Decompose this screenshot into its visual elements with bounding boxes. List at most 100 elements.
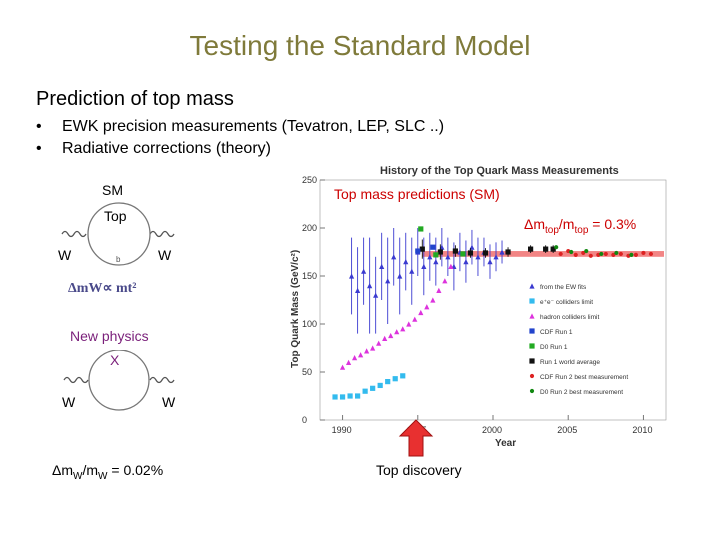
legend-marker [529,328,535,334]
sm-top-label: Top [104,208,127,224]
world-average-point [452,248,458,254]
bullet-icon: • [36,140,42,157]
cdf-run2-point [573,252,578,257]
ew-fit-point [385,278,391,284]
cdf-run2-point [648,251,654,256]
ew-fit-point [499,249,505,255]
new-physics-loop [88,350,150,411]
ew-fit-point [463,259,469,265]
hadron-limit-point [376,340,382,346]
cdf-run2-point [558,251,563,256]
mtop-precision: Δmtop/mtop = 0.3% [522,216,639,236]
legend-marker [529,373,535,379]
hadron-limit-point [394,329,400,335]
hadron-limit-point [339,364,346,370]
chart-title: History of the Top Quark Mass Measuremen… [380,165,619,177]
hadron-limit-point [424,304,430,310]
hadron-limit-point [400,326,406,332]
cdf-run2-point [588,253,593,258]
hadron-limit-point [406,321,412,327]
y-tick-label: 200 [302,223,317,233]
x-tick-label: 2000 [482,425,502,435]
np-w-right-label: W [162,394,176,410]
top-discovery-label: Top discovery [376,462,462,478]
ew-fit-point [493,254,499,260]
d0-run1-point [433,252,439,258]
ew-fit-point [397,273,403,279]
chart-legend: from the EW fits e⁺e⁻ colliders limit hadr… [529,283,628,396]
ew-fit-point [487,259,493,265]
new-physics-label: New physics [70,328,149,344]
slide-title: Testing the Standard Model [189,30,531,61]
sm-w-left-label: W [58,247,72,263]
hadron-limit-point [412,316,418,322]
y-tick-label: 100 [302,319,317,329]
sm-w-right-label: W [158,247,172,263]
new-physics-feynman-diagram [63,350,175,411]
bullet-icon: • [36,118,42,135]
w-boson-line-left [63,376,89,384]
hadron-limit-point [430,297,436,303]
top-mass-predictions-label: Top mass predictions (SM) [332,186,502,202]
hadron-limit-point [448,263,454,269]
cdf-run2-point [641,250,646,256]
d0-run2-point [599,251,604,256]
ee-limit-point [339,394,346,400]
cdf-run2-point [581,250,586,256]
y-tick-label: 150 [302,271,317,281]
x-tick-label: 2005 [557,425,577,435]
y-tick-label: 250 [302,175,317,185]
cdf-run2-point [611,252,616,257]
top-loop [87,202,151,266]
cdf-run1-point [430,244,436,250]
legend-entry: e⁺e⁻ colliders limit [540,299,593,306]
d0-run1-point [460,251,466,257]
ee-limit-point [377,382,383,389]
chart-background [270,158,670,458]
legend-marker [529,358,535,364]
d0-run2-point [554,245,559,250]
y-axis-label: Top Quark Mass (GeV/c²) [290,250,301,368]
hadron-limit-point [442,278,448,284]
ee-limit-point [362,388,368,394]
hadron-limit-point [382,335,388,341]
sm-b-label: b [116,255,121,264]
bullet-item: • EWK precision measurements (Tevatron, L… [36,116,444,138]
y-tick-label: 50 [302,367,312,377]
world-average-point [467,250,474,256]
top-mass-history-chart: History of the Top Quark Mass Measuremen… [270,158,670,458]
ee-limit-point [385,379,391,385]
ee-limit-point [347,393,353,399]
sm-label: SM [102,182,123,198]
x-tick-label: 1990 [332,425,352,435]
hadron-limit-point [364,348,370,354]
bullet-item: • Radiative corrections (theory) [36,138,444,160]
legend-marker [529,313,535,319]
world-average-point [419,246,425,252]
new-physics-x-label: X [110,352,120,368]
ew-fit-point [421,263,427,269]
cdf-run1-point [415,248,421,254]
ee-limit-point [392,376,398,382]
world-average-point [528,246,534,252]
np-w-left-label: W [62,394,76,410]
legend-marker [529,283,535,289]
hadron-limit-point [358,352,364,358]
ew-fit-point [391,254,397,260]
world-average-point [482,250,489,256]
ew-fit-point [409,268,415,274]
d0-run1-point [418,226,424,232]
ee-limit-point [332,394,338,400]
ee-limit-point [370,385,376,391]
world-average-band [422,251,664,257]
world-average-point [437,249,443,255]
legend-entry: D0 Run 2 best measurement [540,389,623,396]
ew-fit-point [379,263,385,269]
d0-run2-point [629,252,634,257]
d0-run2-point [584,248,589,254]
legend-entry: from the EW fits [540,284,587,291]
ee-limit-point [400,373,406,379]
legend-marker [529,298,535,304]
world-average-point [550,246,556,252]
ew-fit-point [445,254,451,260]
